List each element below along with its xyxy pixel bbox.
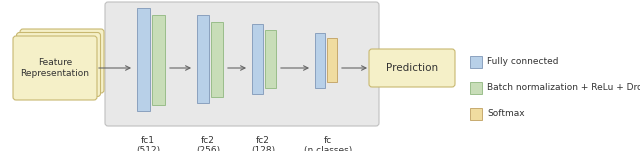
Bar bbox=[137, 8, 150, 111]
Text: Feature
Representation: Feature Representation bbox=[20, 58, 90, 78]
FancyBboxPatch shape bbox=[105, 2, 379, 126]
Bar bbox=[315, 33, 325, 88]
Text: Fully connected: Fully connected bbox=[487, 58, 559, 66]
Bar bbox=[470, 82, 482, 94]
Bar bbox=[470, 108, 482, 120]
FancyBboxPatch shape bbox=[20, 29, 104, 93]
Bar bbox=[197, 15, 209, 103]
Text: fc
(n classes): fc (n classes) bbox=[304, 136, 352, 151]
Bar bbox=[470, 56, 482, 68]
Bar bbox=[211, 22, 223, 97]
FancyBboxPatch shape bbox=[13, 36, 97, 100]
Text: Batch normalization + ReLu + Dropout: Batch normalization + ReLu + Dropout bbox=[487, 84, 640, 93]
Text: Prediction: Prediction bbox=[386, 63, 438, 73]
Text: Softmax: Softmax bbox=[487, 109, 525, 119]
Bar bbox=[152, 15, 165, 105]
Text: fc1
(512): fc1 (512) bbox=[136, 136, 160, 151]
Bar bbox=[265, 30, 276, 88]
FancyBboxPatch shape bbox=[17, 32, 100, 96]
Text: fc2
(128): fc2 (128) bbox=[251, 136, 275, 151]
Text: fc2
(256): fc2 (256) bbox=[196, 136, 220, 151]
FancyBboxPatch shape bbox=[369, 49, 455, 87]
Bar bbox=[327, 38, 337, 82]
Bar bbox=[252, 24, 263, 94]
